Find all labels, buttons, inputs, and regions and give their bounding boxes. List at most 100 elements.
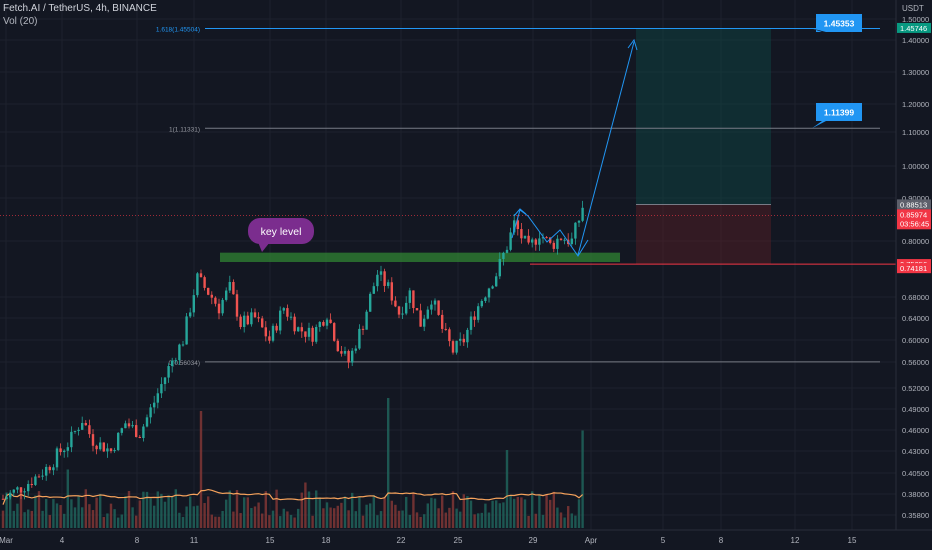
volume-indicator-label[interactable]: Vol (20)	[3, 16, 38, 27]
candle-body	[516, 220, 519, 230]
price-badge-label: 0.88513	[900, 200, 927, 209]
candle-body	[408, 290, 411, 303]
price-badge	[897, 263, 931, 274]
candle-body	[304, 331, 307, 337]
candle-body	[351, 350, 354, 363]
volume-bar	[541, 514, 545, 528]
volume-bar	[9, 495, 12, 528]
candle-body	[433, 300, 437, 305]
volume-bar	[369, 503, 372, 528]
candle-body	[196, 273, 199, 296]
candle-body	[336, 340, 339, 352]
candle-body	[343, 350, 347, 354]
volume-bar	[174, 489, 177, 528]
candle-body	[469, 316, 473, 330]
candle-body	[505, 249, 509, 253]
volume-bar	[73, 507, 77, 528]
candle-body	[138, 436, 141, 438]
volume-bar	[207, 496, 210, 528]
volume-bar	[189, 496, 192, 528]
volume-bar	[63, 513, 66, 528]
candle-body	[45, 466, 48, 476]
volume-bar	[120, 514, 123, 528]
candle-body	[293, 316, 296, 332]
candle-body	[199, 273, 203, 278]
symbol-title[interactable]: Fetch.AI / TetherUS, 4h, BINANCE	[3, 3, 157, 14]
candle-body	[477, 306, 480, 320]
volume-bar	[117, 517, 120, 528]
volume-bar	[462, 494, 465, 528]
volume-bar	[37, 491, 41, 528]
y-tick-label: 0.52000	[902, 384, 929, 393]
volume-bar	[84, 489, 87, 528]
candle-body	[419, 310, 422, 327]
volume-bar	[534, 513, 537, 528]
candle-body	[30, 484, 33, 486]
volume-bar	[423, 514, 426, 528]
candle-body	[430, 304, 433, 310]
volume-bar	[34, 495, 37, 528]
fib-levels: 1.618(1.45504) 1(1.11331) 0(0.56034)	[0, 26, 896, 367]
candle-body	[534, 239, 537, 245]
volume-bar	[329, 507, 332, 528]
candle-body	[541, 237, 545, 239]
candle-body	[412, 290, 415, 309]
volume-bar	[559, 512, 563, 528]
candle-body	[214, 297, 217, 304]
x-tick-label: 15	[266, 536, 275, 545]
candle-body	[552, 242, 555, 249]
y-tick-label: 0.80000	[902, 237, 929, 246]
candle-body	[131, 425, 134, 427]
volume-bar	[466, 496, 469, 528]
volume-bar	[444, 512, 447, 528]
volume-bar	[181, 516, 185, 528]
candle-body	[63, 450, 66, 453]
volume-bar	[235, 490, 239, 528]
candle-body	[538, 238, 541, 245]
volume-bar	[340, 502, 343, 528]
volume-bar	[343, 496, 347, 528]
volume-bar	[297, 508, 300, 528]
candle-body	[444, 328, 447, 330]
volume-bar	[365, 504, 368, 528]
volume-bar	[484, 503, 487, 528]
currency-label: USDT	[902, 4, 924, 13]
volume-bar	[426, 503, 429, 528]
volume-bar	[12, 510, 15, 528]
price-callout-label: 1.45353	[824, 19, 855, 29]
candle-body	[235, 294, 239, 317]
volume-bar	[196, 505, 199, 528]
volume-bar	[408, 514, 411, 528]
candle-body	[185, 316, 188, 345]
volume-bar	[275, 489, 278, 528]
volume-bar	[289, 514, 293, 528]
candle-body	[120, 428, 123, 433]
volume-bar	[318, 497, 321, 528]
target-zone	[636, 28, 771, 205]
price-callout-label: 1.11399	[824, 108, 855, 118]
candle-body	[16, 487, 19, 490]
zigzag-path	[511, 209, 589, 257]
candle-body	[487, 288, 491, 298]
volume-bar	[225, 499, 228, 528]
volume-bar	[246, 497, 249, 528]
price-callout	[812, 14, 862, 32]
candle-body	[282, 308, 285, 311]
volume-bar	[401, 510, 404, 528]
volume-bar	[437, 508, 440, 528]
candle-body	[369, 293, 372, 312]
candle-body	[55, 448, 59, 468]
candle-body	[437, 300, 440, 315]
volume-bar	[394, 504, 397, 528]
volume-bar	[520, 497, 523, 528]
volume-bar	[315, 490, 318, 528]
candle-body	[466, 329, 469, 343]
volume-bar	[451, 491, 455, 528]
candle-body	[289, 316, 293, 318]
candle-body	[221, 299, 224, 314]
candle-body	[549, 237, 552, 243]
zigzag-arrowhead	[513, 208, 527, 217]
candle-body	[577, 220, 581, 223]
candle-body	[279, 310, 282, 331]
